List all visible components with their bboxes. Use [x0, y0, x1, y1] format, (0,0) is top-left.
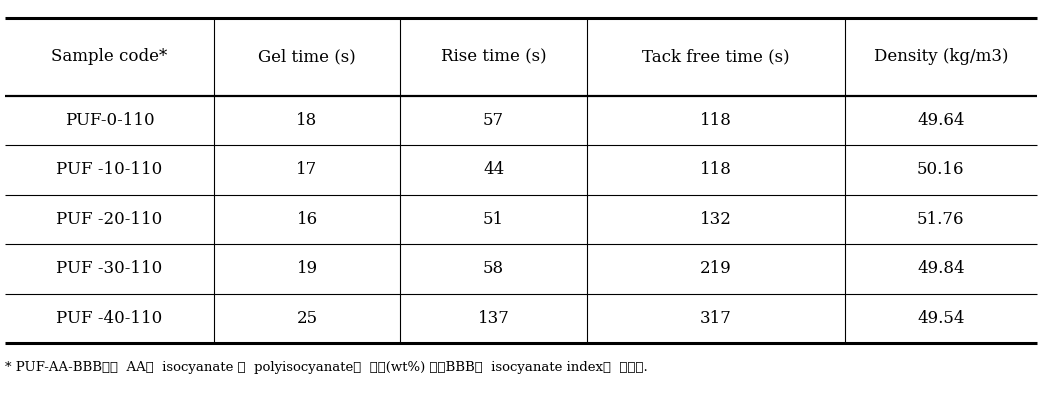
Text: 57: 57: [483, 112, 504, 129]
Text: Rise time (s): Rise time (s): [441, 48, 546, 65]
Text: Sample code*: Sample code*: [51, 48, 168, 65]
Text: PUF -30-110: PUF -30-110: [56, 261, 163, 277]
Text: 25: 25: [296, 310, 318, 327]
Text: Gel time (s): Gel time (s): [258, 48, 356, 65]
Text: 49.54: 49.54: [917, 310, 965, 327]
Text: PUF -10-110: PUF -10-110: [56, 162, 163, 178]
Text: 132: 132: [700, 211, 731, 228]
Text: 18: 18: [296, 112, 318, 129]
Text: PUF -40-110: PUF -40-110: [56, 310, 163, 327]
Text: 219: 219: [700, 261, 731, 277]
Text: PUF -20-110: PUF -20-110: [56, 211, 163, 228]
Text: PUF-0-110: PUF-0-110: [65, 112, 154, 129]
Text: 317: 317: [700, 310, 731, 327]
Text: 118: 118: [700, 162, 731, 178]
Text: Tack free time (s): Tack free time (s): [642, 48, 790, 65]
Text: Density (kg/m3): Density (kg/m3): [873, 48, 1008, 65]
Text: * PUF-AA-BBB에서  AA는  isocyanate 중  polyisocyanate의  함량(wt%) 이고BBB는  isocyanate i: * PUF-AA-BBB에서 AA는 isocyanate 중 polyisoc…: [5, 361, 648, 374]
Text: 49.64: 49.64: [917, 112, 965, 129]
Text: 51: 51: [483, 211, 504, 228]
Text: 44: 44: [482, 162, 504, 178]
Text: 51.76: 51.76: [917, 211, 965, 228]
Text: 16: 16: [296, 211, 318, 228]
Text: 137: 137: [477, 310, 510, 327]
Text: 49.84: 49.84: [917, 261, 965, 277]
Text: 58: 58: [483, 261, 504, 277]
Text: 50.16: 50.16: [917, 162, 965, 178]
Text: 19: 19: [296, 261, 318, 277]
Text: 118: 118: [700, 112, 731, 129]
Text: 17: 17: [296, 162, 318, 178]
